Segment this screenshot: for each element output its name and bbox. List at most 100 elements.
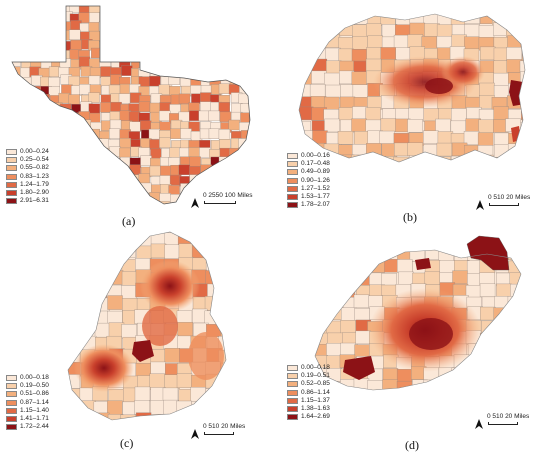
region-cell [229,50,241,61]
region-cell [168,12,181,23]
legend-label: 1.38–1.63 [301,404,330,412]
legend-item: 0.51–0.86 [6,390,49,398]
region-cell [70,183,82,194]
region-cell [397,259,413,273]
region-cell [39,40,51,51]
region-cell [199,101,212,112]
region-cell [218,308,226,323]
region-cell [90,202,103,204]
region-cell [164,244,180,259]
region-cell [169,20,182,31]
region-cell [229,57,241,68]
region-cell [68,94,80,105]
region-cell [199,30,211,41]
region-cell [78,256,95,272]
legend-label: 0.00–0.18 [301,364,330,371]
region-cell [396,369,413,383]
region-cell [68,414,82,420]
region-cell [90,176,103,187]
region-cell [110,48,123,59]
legend-swatch [6,399,17,406]
region-cell [19,41,31,52]
north-arrow-icon [475,416,485,430]
region-cell [520,35,525,50]
region-cell [438,379,454,390]
region-cell [138,193,150,204]
region-cell [189,21,202,32]
region-cell [149,165,162,177]
region-cell [93,258,109,273]
region-cell [48,13,61,25]
region-cell [409,155,425,162]
region-cell [354,308,370,322]
region-cell [218,30,230,41]
region-cell [48,148,61,159]
legend-label: 1.80–2.90 [20,188,49,196]
region-cell [230,156,242,167]
legend-label: 0.55–0.82 [20,164,49,172]
region-cell [324,118,340,133]
region-cell [228,119,240,131]
region-cell [89,12,101,23]
region-cell [352,84,369,98]
region-cell [219,111,232,123]
region-cell [160,165,172,177]
region-cell [478,119,494,133]
region-cell [169,147,181,158]
region-cell [238,147,250,158]
region-cell [249,65,250,76]
legend-swatch [287,381,298,388]
region-cell [207,283,223,299]
legend-label: 1.41–1.71 [20,414,49,422]
region-cell [352,24,368,38]
region-cell [78,283,94,298]
region-cell [150,148,162,159]
region-cell [299,24,312,38]
region-cell [129,38,141,49]
region-cell [160,58,172,69]
legend-swatch [6,407,17,414]
region-cell [479,46,496,61]
legend-label: 0.83–1.23 [20,172,49,180]
region-cell [198,110,210,122]
region-cell [19,121,31,132]
region-cell [48,77,60,88]
region-cell [98,21,111,33]
legend-swatch [287,161,298,168]
region-cell [78,245,95,260]
legend-swatch [287,153,298,160]
region-cell [482,378,498,390]
legend-item: 0.25–0.54 [6,156,49,164]
region-cell [139,6,151,15]
region-cell [162,414,178,420]
region-cell [121,13,133,24]
region-cell [520,84,525,98]
region-cell [199,12,212,23]
region-cell [479,82,495,97]
region-cell [178,164,191,176]
region-cell [12,130,22,142]
region-cell [130,31,143,42]
region-cell [506,47,522,61]
region-cell [521,131,525,145]
region-cell [71,193,83,204]
region-cell [328,283,344,297]
region-cell [353,294,370,309]
legend-label: 1.78–2.07 [301,201,330,209]
region-cell [324,72,340,87]
region-cell [88,103,101,114]
region-cell [507,35,523,49]
region-cell [210,167,222,178]
region-cell [380,14,396,26]
region-cell [299,130,314,144]
region-cell [108,166,120,177]
region-cell [393,156,409,162]
region-cell [354,344,370,358]
region-cell [478,25,495,39]
region-cell [340,342,356,357]
region-cell [506,59,522,73]
region-cell [18,104,31,115]
region-cell [79,130,91,141]
region-cell [190,232,207,245]
region-cell [121,38,133,50]
